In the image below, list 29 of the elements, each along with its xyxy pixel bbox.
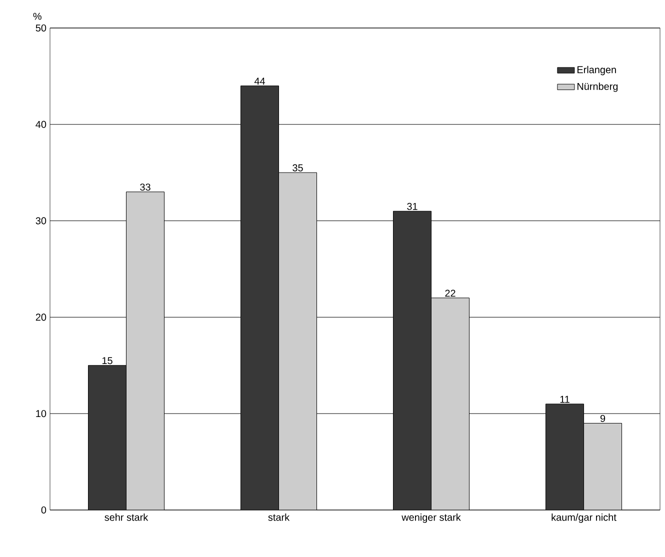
- legend-label: Erlangen: [578, 66, 616, 76]
- y-tick-label: 0: [41, 506, 46, 514]
- x-tick-label: sehr stark: [104, 514, 148, 521]
- y-tick-label: 10: [36, 410, 46, 418]
- bar: [278, 172, 318, 510]
- data-label: 33: [140, 184, 150, 191]
- y-tick-label: 30: [36, 217, 46, 224]
- data-label: 9: [600, 414, 606, 422]
- data-label: 22: [445, 290, 456, 297]
- y-tick-label: 40: [36, 120, 46, 128]
- y-tick-label: 20: [36, 314, 46, 321]
- bar: [126, 192, 165, 510]
- x-tick-label: kaum/gar nicht: [552, 514, 616, 523]
- x-tick-label: weniger stark: [402, 514, 461, 523]
- y-axis-title: %: [33, 12, 42, 20]
- legend-label: Nürnberg: [578, 82, 618, 92]
- bar: [393, 210, 432, 510]
- data-label: 15: [102, 357, 112, 364]
- data-label: 35: [292, 164, 303, 172]
- bar: [431, 298, 470, 510]
- y-tick-label: 50: [36, 24, 46, 32]
- x-tick-label: stark: [268, 514, 290, 521]
- data-label: 31: [407, 202, 418, 210]
- bar: [88, 365, 126, 510]
- bar: [546, 404, 584, 510]
- bar: [240, 86, 280, 510]
- data-label: 11: [560, 396, 570, 403]
- data-label: 44: [254, 78, 265, 85]
- bar: [584, 422, 622, 510]
